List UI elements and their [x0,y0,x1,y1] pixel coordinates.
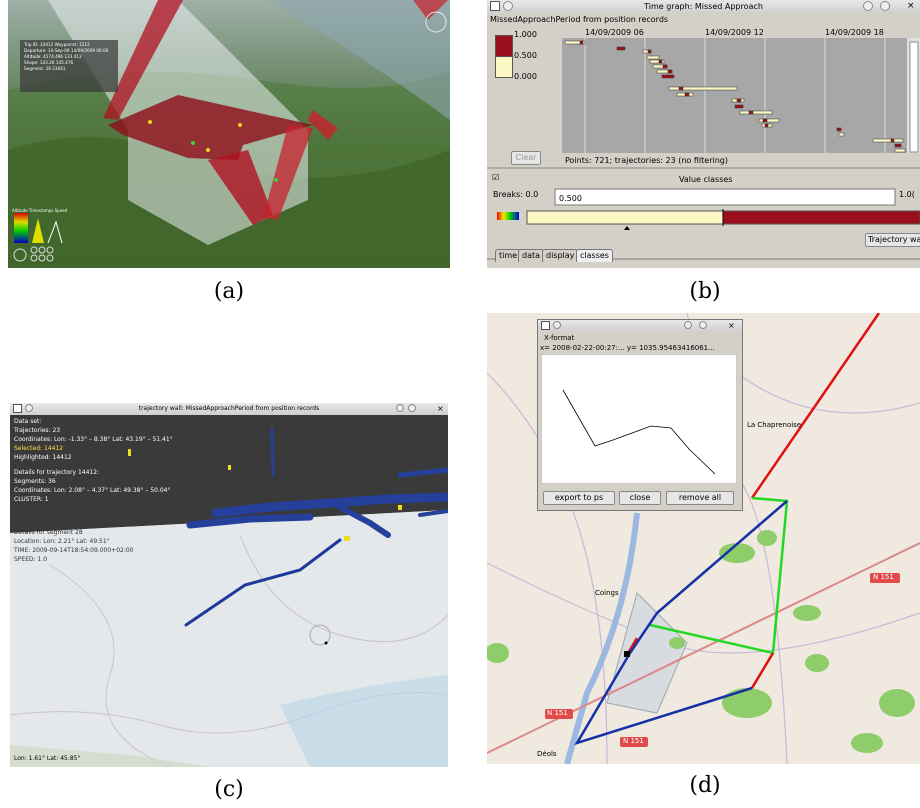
place-label: Déols [537,750,557,758]
time-tick: 14/09/2009 12 [705,28,764,37]
tab-classes[interactable]: classes [576,249,613,262]
graph-subtitle: MissedApproachPeriod from position recor… [490,15,669,24]
legend-label: Timestamps [28,208,54,213]
legend-value: 1.000 [514,30,537,39]
info-line: Details for segment 28 [14,529,83,536]
place-label: La Chaprenoise [747,421,802,429]
panel-c-trajectory-wall-window: trajectory wall: MissedApproachPeriod fr… [10,403,448,767]
info-line: Altitude: 4174.496 123.412 [24,54,82,59]
break-value-input[interactable]: 0.500 [559,194,582,203]
panel-d-map-view: La Chaprenoise Coings Déols N 151 N 151 … [487,313,920,764]
close-icon[interactable]: × [437,404,444,413]
info-line: Segments: 36 [14,478,56,485]
trajectory-info-box: Trip ID: 14412 Waypoints: 1212 Departure… [20,40,118,92]
breaks-max: 1.0( [899,190,915,199]
breaks-min: 0.0 [525,190,539,199]
panel-b-time-graph-window: Time graph: Missed Approach × MissedAppr… [487,0,920,268]
window-title: X-format [544,334,575,342]
info-line: CLUSTER: 1 [14,496,49,503]
maximize-button[interactable] [880,1,890,11]
info-line: Location: Lon: 2.21° Lat: 49.51° [14,538,110,545]
java-icon [541,321,550,330]
menu-circle-icon[interactable] [25,404,33,412]
legend-label: Speed [54,208,68,213]
legend-value: 0.000 [514,72,537,81]
breaks-label: Breaks: 0.0 [493,190,538,199]
window-title: Time graph: Missed Approach [644,2,763,11]
value-classes-checkbox[interactable]: ☑ [492,173,500,182]
time-tick: 14/09/2009 06 [585,28,644,37]
export-to-ps-button[interactable]: export to ps [543,491,615,505]
road-label: N 151 [623,737,644,745]
map-3d-view [10,415,448,767]
info-line: Data set: [14,418,42,425]
place-label: Coings [595,589,619,597]
legend-low-swatch [495,56,513,78]
legend-label: Altitude [12,208,28,213]
close-icon[interactable]: × [907,1,915,11]
minimize-button[interactable] [863,1,873,11]
caption-c: (c) [214,777,244,802]
window-title: trajectory wall: MissedApproachPeriod fr… [138,405,320,412]
window-titlebar: trajectory wall: MissedApproachPeriod fr… [10,403,448,415]
trajectory-bars [564,40,906,153]
close-icon[interactable]: × [728,321,735,330]
road-label: N 151 [873,573,894,581]
info-line: Shape: 143.26 145.476 [24,60,74,65]
maximize-button[interactable] [699,321,707,329]
caption-b: (b) [689,279,721,304]
line-plot [541,354,737,484]
info-line: Departure: 14-Sep-09 14/09/2009 06:00 [24,48,109,53]
trajectory-ribbons [184,427,448,627]
caption-d: (d) [689,773,721,798]
info-line: Coordinates: Lon: 2.08° – 4.37° Lat: 49.… [14,487,171,494]
route-map [487,313,920,764]
x-format-window: × X-format x= 2008-02-22-00:27:... y= 10… [537,319,743,511]
road-label: N 151 [547,709,568,717]
info-line: Details for trajectory 14412: [14,469,100,476]
window-titlebar: × [538,320,742,332]
info-line: TIME: 2009-09-14T18:54:09.000+02:00 [14,547,134,554]
info-line: SPEED: 1.0 [14,556,48,563]
minimize-button[interactable] [684,321,692,329]
java-icon [490,1,500,11]
tab-data[interactable]: data [518,249,545,262]
info-line: Selected: 14412 [14,445,64,452]
remove-all-button[interactable]: remove all [666,491,734,505]
status-text: Points: 721; trajectories: 23 (no filter… [565,156,728,165]
clear-button[interactable]: Clear [511,151,541,165]
tab-display[interactable]: display [542,249,579,262]
red-ribbon [103,0,183,120]
breaks-label-text: Breaks: [493,190,523,199]
menu-circle-icon[interactable] [553,321,561,329]
info-line: Segment: 28 23041 [24,66,66,71]
info-line: Trajectories: 23 [14,427,61,434]
cursor-coords: Lon: 1.61° Lat: 45.85° [14,755,81,762]
legend-value: 0.500 [514,51,537,60]
trajectory-wall-button[interactable]: Trajectory wal [865,233,920,247]
java-icon [13,404,22,413]
value-classes-heading: Value classes [679,175,733,184]
cursor-readout: x= 2008-02-22-00:27:... y= 1035.95463416… [540,344,715,352]
legend-labels: Altitude Timestamps Speed [12,208,67,213]
time-graph-plot [487,38,920,260]
maximize-button[interactable] [408,404,416,412]
info-line: Trip ID: 14412 Waypoints: 1212 [24,42,90,47]
close-button[interactable]: close [619,491,661,505]
panel-a-3d-view: Trip ID: 14412 Waypoints: 1212 Departure… [8,0,450,268]
plot-line [562,389,716,475]
menu-circle-icon[interactable] [503,1,513,11]
window-titlebar: Time graph: Missed Approach × [487,0,920,13]
time-tick: 14/09/2009 18 [825,28,884,37]
caption-a: (a) [213,279,245,304]
minimize-button[interactable] [396,404,404,412]
info-line: Coordinates: Lon: -1.33° – 8.38° Lat: 43… [14,436,173,443]
info-line: Highlighted: 14412 [14,454,72,461]
